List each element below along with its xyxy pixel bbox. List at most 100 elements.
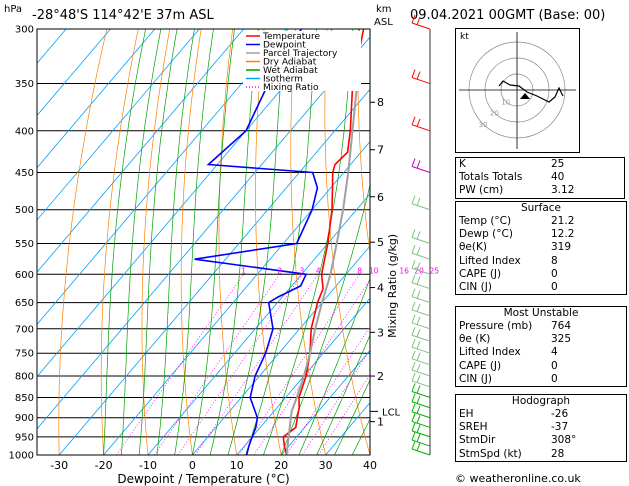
pressure-tick-label: 650 <box>15 298 34 309</box>
dry-adiabat <box>218 29 238 455</box>
wind-barb <box>411 350 431 366</box>
footer-credit: © weatheronline.co.uk <box>455 472 581 485</box>
isotherm <box>147 193 370 455</box>
wet-adiabat <box>156 29 195 455</box>
hodograph-kt-label: kt <box>460 32 469 42</box>
pressure-tick-label: 700 <box>15 324 34 335</box>
surface-row: Temp (°C) 21.2 <box>459 215 575 227</box>
dry-adiabat <box>141 29 171 455</box>
wind-barb <box>411 413 431 428</box>
wet-adiabat <box>209 29 259 455</box>
wind-barb <box>411 229 431 244</box>
surface-box: Surface Temp (°C) 21.2 Dewp (°C) 12.2 θe(K… <box>455 201 627 296</box>
wet-adiabat <box>245 29 317 455</box>
mixing-ratio-line <box>153 274 280 455</box>
wind-barb <box>411 372 431 388</box>
hodograph-indices-box: Hodograph EH -26 SREH -37 StmDir 308° StmSp… <box>455 394 627 462</box>
dry-adiabat <box>390 29 455 455</box>
wind-barb <box>411 431 431 447</box>
mixing-ratio-label: 8 <box>357 266 362 275</box>
km-tick-label: 3 <box>377 326 384 339</box>
temp-tick-label: -20 <box>95 459 113 472</box>
mixing-ratio-axis-title: Mixing Ratio (g/kg) <box>386 234 399 338</box>
isotherm <box>37 36 370 430</box>
dry-adiabat <box>324 29 370 455</box>
dry-adiabat <box>100 29 139 455</box>
legend-label: Dewpoint <box>263 41 306 51</box>
legend-label: Wet Adiabat <box>263 66 318 76</box>
dry-adiabat <box>255 29 282 455</box>
series-temperature <box>282 29 365 455</box>
pressure-tick-label: 350 <box>15 79 34 90</box>
isotherm <box>37 29 200 221</box>
mixing-ratio-line <box>177 274 303 455</box>
isotherm <box>37 29 245 273</box>
wind-barb <box>411 314 431 330</box>
wind-barb <box>411 195 431 211</box>
hodo-row: EH -26 <box>459 408 569 420</box>
series-dewpoint <box>194 29 319 455</box>
temp-tick-label: 30 <box>319 459 333 472</box>
wet-adiabat <box>227 29 286 455</box>
mixing-ratio-label: 1 <box>241 266 246 275</box>
mu-row: Pressure (mb) 764 <box>459 320 572 332</box>
most-unstable-title: Most Unstable <box>503 307 579 319</box>
wind-barb <box>411 403 431 419</box>
isotherm <box>192 245 370 455</box>
wet-adiabat <box>351 418 370 455</box>
surface-row: θe(K) 319 <box>459 241 572 254</box>
km-tick-label: 1 <box>377 416 384 429</box>
pressure-tick-label: 550 <box>15 239 34 250</box>
hodo-row: SREH -37 <box>459 421 569 434</box>
isotherm <box>37 29 156 169</box>
location-title: -28°48'S 114°42'E 37m ASL <box>32 8 214 23</box>
datetime-title: 09.04.2021 00GMT (Base: 00) <box>410 8 606 23</box>
pressure-tick-label: 750 <box>15 349 34 360</box>
temp-tick-label: 20 <box>274 459 288 472</box>
legend-bg <box>243 31 361 91</box>
temp-tick-label: 40 <box>363 459 377 472</box>
isotherm <box>58 88 370 455</box>
mixing-ratio-line <box>194 274 319 455</box>
storm-motion-marker <box>520 93 530 99</box>
isotherm <box>37 29 111 117</box>
wind-barb <box>411 69 431 85</box>
dry-adiabat <box>357 29 370 256</box>
km-tick-label: 8 <box>377 96 384 109</box>
pressure-tick-label: 1000 <box>9 451 34 462</box>
wind-barb <box>411 339 431 354</box>
mixing-ratio-line <box>238 274 361 455</box>
wet-adiabat <box>174 29 214 455</box>
km-label: km <box>376 4 392 15</box>
temp-tick-label: 0 <box>189 459 196 472</box>
dry-adiabat <box>180 29 202 455</box>
surface-row: Dewp (°C) 12.2 <box>459 228 575 241</box>
hodograph-indices-title: Hodograph <box>511 395 571 407</box>
isotherm <box>236 297 370 455</box>
wet-adiabat <box>121 29 162 455</box>
wind-barb <box>411 260 431 275</box>
km-tick-label: 7 <box>377 144 384 157</box>
wet-adiabat <box>192 29 235 455</box>
km-tick-label: 5 <box>377 236 384 249</box>
pressure-tick-label: 850 <box>15 393 34 404</box>
temp-tick-label: -30 <box>50 459 68 472</box>
wet-adiabat <box>103 29 147 455</box>
most-unstable-box: Most Unstable Pressure (mb) 764 θe (K) 325… <box>455 306 627 388</box>
wind-barb <box>411 14 431 30</box>
wind-barb <box>411 361 431 377</box>
mu-row: CAPE (J) 0 <box>459 359 558 372</box>
wet-adiabat <box>298 277 370 455</box>
surface-row: CIN (J) 0 <box>459 281 558 294</box>
wind-barb <box>411 327 431 342</box>
pressure-tick-label: 400 <box>15 126 34 137</box>
temp-tick-label: -10 <box>139 459 157 472</box>
index-row: K 25 <box>459 158 565 170</box>
wind-barb <box>411 288 431 304</box>
wind-barb <box>411 245 431 260</box>
hodograph-ring-label: 30 <box>479 121 488 129</box>
mixing-ratio-label: 25 <box>429 266 439 275</box>
wind-barb <box>411 383 431 398</box>
hpa-label: hPa <box>4 4 23 15</box>
